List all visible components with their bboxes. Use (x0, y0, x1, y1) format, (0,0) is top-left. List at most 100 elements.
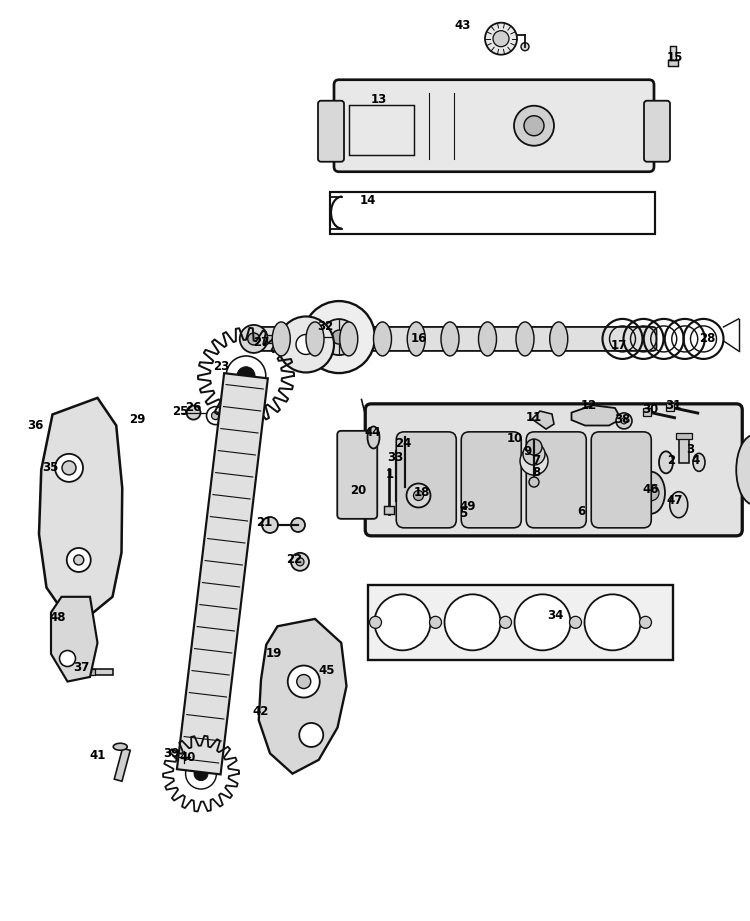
Bar (643, 408, 650, 415)
Ellipse shape (516, 322, 534, 356)
Circle shape (370, 616, 382, 628)
Ellipse shape (340, 322, 358, 356)
Circle shape (526, 439, 542, 455)
Bar (85, 670, 112, 675)
Bar (368, 585, 673, 659)
Text: 10: 10 (506, 432, 523, 445)
Polygon shape (572, 405, 621, 426)
Ellipse shape (736, 435, 750, 505)
Circle shape (278, 649, 290, 662)
Ellipse shape (526, 459, 539, 467)
Text: 4: 4 (692, 454, 700, 467)
Circle shape (67, 548, 91, 572)
Circle shape (187, 405, 200, 420)
Ellipse shape (562, 459, 575, 467)
FancyBboxPatch shape (461, 432, 521, 528)
Ellipse shape (670, 492, 688, 518)
Circle shape (485, 23, 517, 54)
Text: 15: 15 (667, 51, 683, 64)
Circle shape (406, 484, 430, 507)
Circle shape (500, 616, 512, 628)
Circle shape (493, 30, 509, 47)
Bar (114, 748, 130, 781)
Circle shape (523, 443, 545, 465)
Bar (666, 403, 674, 411)
FancyBboxPatch shape (338, 431, 377, 519)
Circle shape (267, 706, 280, 721)
Circle shape (299, 723, 323, 747)
Text: 47: 47 (667, 494, 683, 507)
Circle shape (226, 356, 266, 395)
Circle shape (643, 484, 659, 501)
Polygon shape (177, 373, 268, 775)
Circle shape (640, 616, 652, 628)
Text: 9: 9 (524, 445, 531, 458)
Bar (383, 506, 394, 514)
Text: 22: 22 (286, 553, 302, 565)
Circle shape (514, 106, 554, 146)
Text: 26: 26 (185, 401, 202, 414)
Bar (676, 434, 692, 439)
Circle shape (177, 750, 190, 764)
Text: 17: 17 (610, 339, 627, 352)
FancyBboxPatch shape (396, 432, 456, 528)
Ellipse shape (478, 322, 496, 356)
Circle shape (59, 650, 76, 667)
Circle shape (296, 558, 304, 565)
Text: 7: 7 (532, 454, 540, 467)
Ellipse shape (550, 322, 568, 356)
FancyBboxPatch shape (255, 327, 656, 351)
Text: 37: 37 (73, 661, 89, 674)
Text: 21: 21 (256, 516, 272, 529)
Text: 42: 42 (253, 705, 269, 718)
Circle shape (296, 334, 316, 355)
Text: 33: 33 (387, 451, 404, 464)
Ellipse shape (441, 322, 459, 356)
Ellipse shape (306, 322, 324, 356)
Text: 35: 35 (42, 461, 58, 474)
Text: 25: 25 (172, 405, 188, 418)
Circle shape (514, 594, 571, 650)
Circle shape (240, 325, 268, 353)
Ellipse shape (460, 459, 473, 467)
Bar (85, 670, 94, 675)
Circle shape (55, 454, 83, 482)
Circle shape (354, 485, 374, 506)
Text: 44: 44 (364, 426, 381, 439)
Ellipse shape (637, 472, 665, 514)
Circle shape (262, 517, 278, 533)
Text: 34: 34 (547, 609, 563, 622)
Text: 30: 30 (642, 403, 658, 416)
Circle shape (288, 666, 320, 697)
Text: 23: 23 (213, 360, 230, 373)
FancyBboxPatch shape (318, 100, 344, 162)
Text: 1: 1 (386, 468, 394, 481)
Text: 28: 28 (699, 332, 715, 344)
Text: 46: 46 (643, 484, 659, 496)
Circle shape (194, 766, 208, 781)
Bar (670, 46, 676, 60)
Ellipse shape (368, 426, 380, 449)
Circle shape (278, 317, 334, 372)
FancyBboxPatch shape (526, 432, 586, 528)
Circle shape (520, 447, 548, 475)
Text: 3: 3 (686, 443, 694, 456)
Circle shape (237, 367, 255, 385)
Text: 48: 48 (50, 611, 66, 624)
Text: 41: 41 (89, 749, 106, 762)
Circle shape (211, 412, 220, 420)
Bar (267, 335, 274, 343)
Polygon shape (51, 597, 98, 682)
Circle shape (524, 116, 544, 135)
Text: 14: 14 (359, 194, 376, 207)
Bar (349, 105, 414, 155)
Circle shape (61, 612, 74, 626)
Text: 8: 8 (532, 466, 540, 479)
Text: 18: 18 (413, 486, 430, 499)
Circle shape (584, 594, 640, 650)
Ellipse shape (407, 322, 425, 356)
Text: 12: 12 (580, 399, 597, 412)
Circle shape (62, 460, 76, 475)
Text: 43: 43 (454, 19, 471, 32)
Text: 13: 13 (370, 93, 387, 106)
